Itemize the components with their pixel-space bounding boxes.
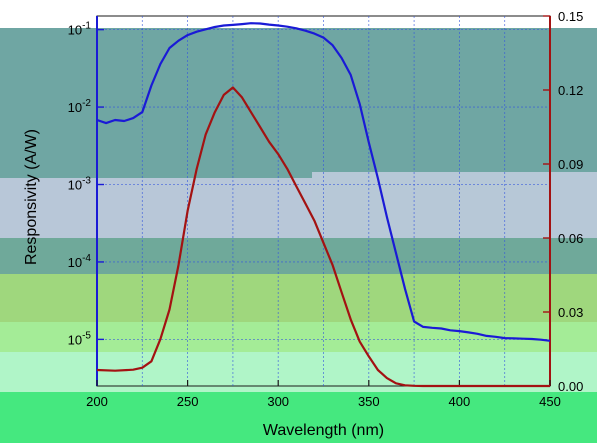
x-tick-label: 300 [267,394,289,409]
right-tick-label: 0.12 [558,83,583,98]
band-teal-left [0,178,312,246]
x-tick-label: 250 [177,394,199,409]
left-tick-label: 10-5 [68,330,92,347]
right-tick-label: 0.03 [558,305,583,320]
x-tick-label: 350 [358,394,380,409]
left-tick-label: 10-3 [68,176,92,193]
left-tick-label: 10-4 [68,253,92,270]
series-line-1 [96,22,551,342]
x-axis-title: Wavelength (nm) [263,422,384,439]
right-tick-label: 0.06 [558,231,583,246]
band-green [0,274,597,322]
x-tick-label: 200 [86,394,108,409]
left-tick-label: 10-2 [68,98,92,115]
band-teal [0,28,597,178]
x-tick-label: 450 [539,394,561,409]
right-tick-label: 0.15 [558,9,583,24]
band-bright-green [0,392,597,443]
left-tick-label: 10-1 [68,21,92,38]
band-teal-mid [0,238,597,274]
right-tick-label: 0.09 [558,157,583,172]
right-tick-label: 0.00 [558,379,583,394]
y-axis-title: Responsivity (A/W) [23,129,40,265]
series-line-2 [96,86,550,388]
x-tick-label: 400 [449,394,471,409]
